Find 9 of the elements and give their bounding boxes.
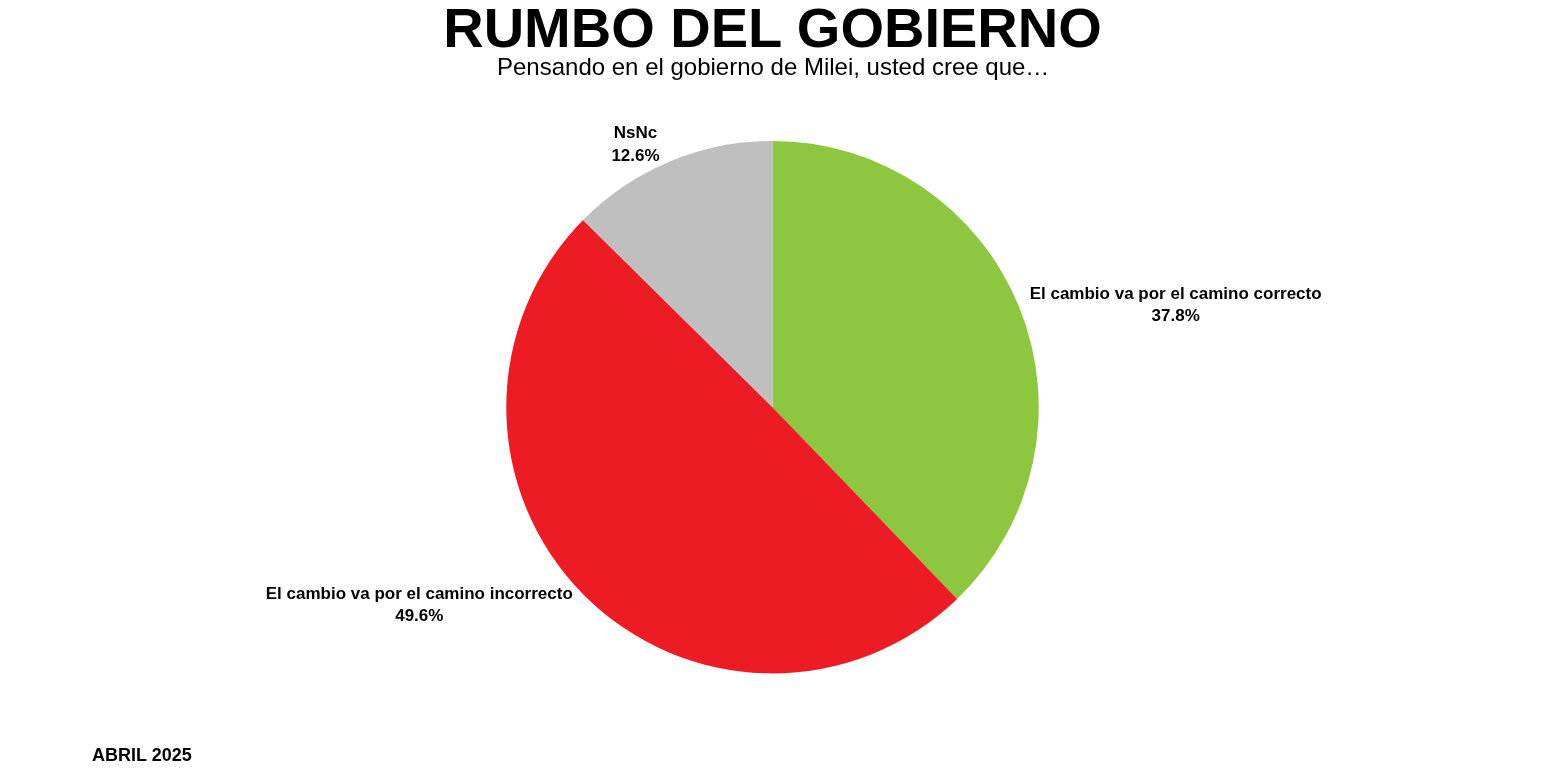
data-label: 49.6% xyxy=(395,605,444,625)
slice-label: El cambio va por el camino incorrecto xyxy=(265,583,573,603)
slice-label: El cambio va por el camino correcto xyxy=(1029,284,1322,304)
pie-slice xyxy=(583,140,773,408)
text: ABRIL 2025 xyxy=(92,745,192,765)
data-label: 37.8% xyxy=(1151,306,1200,326)
slice-label: NsNc xyxy=(613,123,658,143)
chart-subtitle: Pensando en el gobierno de Milei, usted cree que… xyxy=(497,53,1050,80)
data-label: 12.6% xyxy=(611,145,660,165)
